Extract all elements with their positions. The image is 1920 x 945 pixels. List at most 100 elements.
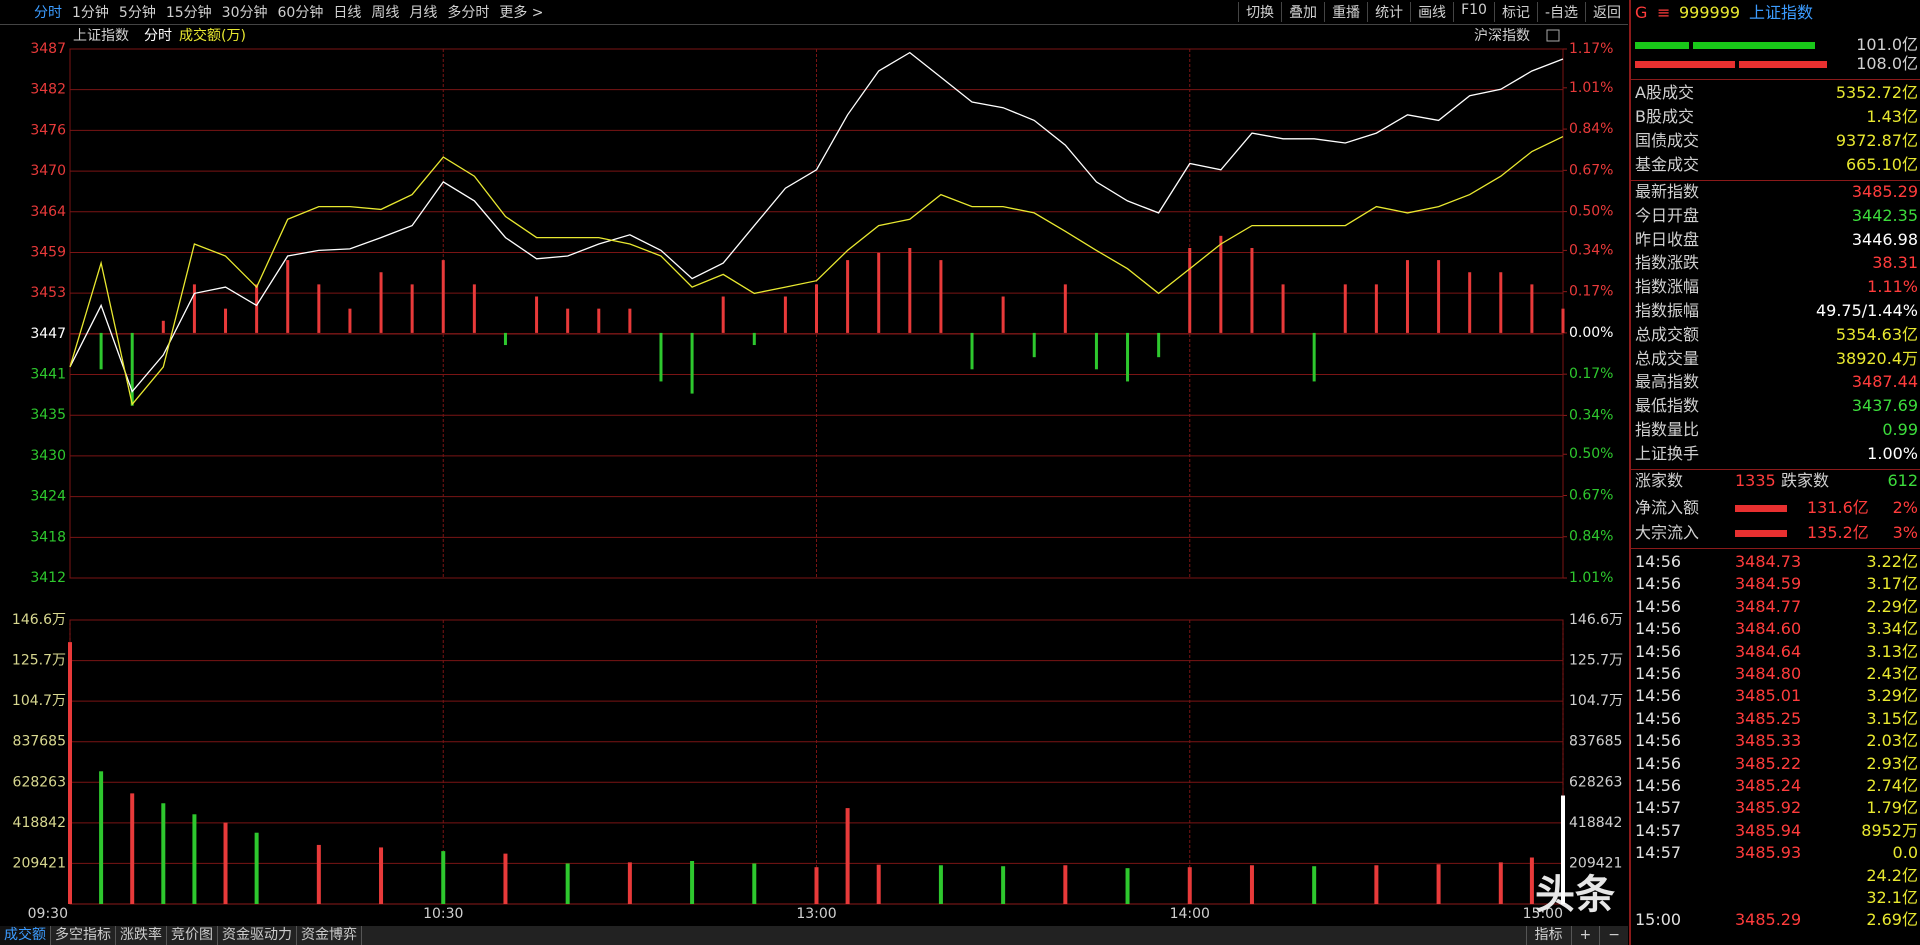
volume-bar: [161, 803, 166, 904]
period-tab[interactable]: 60分钟: [277, 5, 324, 21]
toolbar-button[interactable]: -自选: [1536, 2, 1585, 22]
tick-row: 14:56 3485.24 2.74亿: [1635, 775, 1918, 797]
selector-box: [1546, 29, 1560, 42]
toolbar-button[interactable]: 返回: [1585, 2, 1628, 22]
indicator-tabs: 成交额 多空指标 涨跌率 竞价图 资金驱动力 资金博弈: [0, 926, 362, 945]
period-tab[interactable]: 日线: [333, 5, 362, 21]
quote-label: 总成交额: [1635, 324, 1700, 344]
quote-value: 49.75/1.44%: [1815, 301, 1918, 320]
tick-time: 14:56: [1635, 664, 1682, 683]
tick-time: 14:56: [1635, 552, 1682, 571]
period-tab[interactable]: 更多 >: [499, 5, 544, 21]
tick-time: 14:56: [1635, 776, 1682, 795]
y2-tick-label: 1.01%: [1569, 570, 1613, 586]
bottom-action[interactable]: +: [1570, 926, 1600, 945]
toolbar-button[interactable]: 切换: [1238, 2, 1281, 22]
breadth-bar: [1499, 272, 1503, 333]
tick-row: 14:56 3485.01 3.29亿: [1635, 685, 1918, 707]
y2-tick-label: 0.34%: [1569, 407, 1613, 423]
bottom-action[interactable]: 指标: [1525, 926, 1571, 945]
quote-row: 指数涨跌 38.31: [1635, 252, 1918, 274]
index-selector[interactable]: 沪深指数: [1474, 28, 1530, 44]
y-tick-label: 3441: [30, 367, 66, 383]
toolbar-button[interactable]: 叠加: [1281, 2, 1324, 22]
y2-tick-label: 209421: [1569, 855, 1622, 871]
volume-bar: [316, 844, 321, 904]
price-line: [69, 51, 1564, 393]
y-tick-label: 3447: [30, 326, 66, 342]
tick-amount: 2.43亿: [1866, 664, 1918, 683]
quote-row: 指数量比 0.99: [1635, 419, 1918, 441]
period-tab[interactable]: 5分钟: [118, 5, 156, 21]
breadth-bar: [503, 332, 507, 346]
y2-tick-label: 628263: [1569, 774, 1622, 790]
tick-amount: 3.13亿: [1866, 641, 1918, 661]
period-tab[interactable]: 周线: [371, 5, 400, 21]
x-tick-label: 13:00: [796, 906, 836, 922]
quote-row: 今日开盘 3442.35: [1635, 205, 1918, 227]
tick-row: 14:56 3484.77 2.29亿: [1635, 596, 1918, 618]
chart-mode: 分时: [144, 28, 172, 44]
indicator-tab[interactable]: 成交额: [0, 926, 51, 945]
flow-indicator: [1735, 505, 1787, 512]
quote-label: 指数涨跌: [1635, 253, 1700, 273]
breadth-bar: [908, 247, 912, 333]
period-tab[interactable]: 30分钟: [221, 5, 268, 21]
bottom-action[interactable]: −: [1599, 926, 1628, 945]
volume-bar: [1374, 865, 1379, 904]
breadth-bar: [1530, 284, 1534, 333]
toolbar-button[interactable]: 标记: [1493, 2, 1537, 22]
volume-bar: [503, 853, 508, 904]
price-line: [69, 136, 1564, 406]
x-tick-label: 15:00: [1523, 906, 1563, 922]
tick-price: 3485.01: [1735, 686, 1802, 706]
breadth-bar: [1468, 272, 1472, 333]
period-tab[interactable]: 1分钟: [72, 5, 109, 21]
breadth-bar: [1250, 247, 1254, 333]
tick-row: 14:56 3484.60 3.34亿: [1635, 618, 1918, 640]
toolbar-button[interactable]: 统计: [1367, 2, 1410, 22]
flow-bar-row: 101.0亿: [1635, 34, 1918, 56]
tick-amount: 3.22亿: [1866, 552, 1918, 571]
tick-price: 3485.33: [1735, 731, 1802, 751]
breadth-bar: [566, 308, 570, 333]
y2-tick-label: 0.17%: [1569, 284, 1613, 300]
flow-pct: 2%: [1892, 498, 1918, 517]
tick-amount: 2.93亿: [1866, 753, 1918, 773]
tick-amount: 3.15亿: [1866, 708, 1918, 728]
y2-tick-label: 0.67%: [1569, 487, 1613, 503]
volume-bar: [1436, 864, 1441, 904]
quote-label: 上证换手: [1635, 443, 1700, 463]
period-tab[interactable]: 多分时: [447, 5, 490, 21]
volume-bar: [1529, 857, 1534, 904]
indicator-tab[interactable]: 资金驱动力: [218, 926, 297, 945]
period-tab[interactable]: 月线: [409, 5, 438, 21]
tick-row: 14:56 3484.59 3.17亿: [1635, 573, 1918, 595]
menu-icon[interactable]: ≡: [1657, 3, 1671, 22]
indicator-tab[interactable]: 竞价图: [167, 926, 218, 945]
breadth-bar: [472, 284, 476, 333]
period-tab[interactable]: 分时: [34, 5, 62, 21]
tick-amount: 8952万: [1861, 820, 1918, 840]
tick-amount: 3.34亿: [1866, 619, 1918, 639]
breadth-bar: [1188, 247, 1192, 333]
toolbar-button[interactable]: 画线: [1410, 2, 1453, 22]
toolbar-button[interactable]: F10: [1453, 2, 1494, 22]
volume-bar: [1125, 868, 1130, 904]
toolbar-button[interactable]: 重播: [1324, 2, 1367, 22]
volume-bar: [627, 862, 632, 904]
y-tick-label: 418842: [13, 815, 66, 831]
y2-tick-label: 125.7万: [1569, 653, 1623, 669]
quote-label: 今日开盘: [1635, 205, 1700, 225]
tick-price: 3485.22: [1735, 753, 1802, 773]
breadth-bar: [659, 332, 663, 382]
tick-row: 14:56 3485.22 2.93亿: [1635, 753, 1918, 775]
breadth-bar: [286, 260, 290, 333]
volume-bar: [130, 793, 135, 904]
indicator-tab[interactable]: 多空指标: [51, 926, 116, 945]
period-tab[interactable]: 15分钟: [165, 5, 212, 21]
indicator-tab[interactable]: 涨跌率: [116, 926, 167, 945]
indicator-tab[interactable]: 资金博弈: [297, 926, 362, 945]
chart-area: 上证指数 分时 成交额(万) 沪深指数 3487 3482 3476 3470 3464 3459…: [12, 27, 1629, 922]
